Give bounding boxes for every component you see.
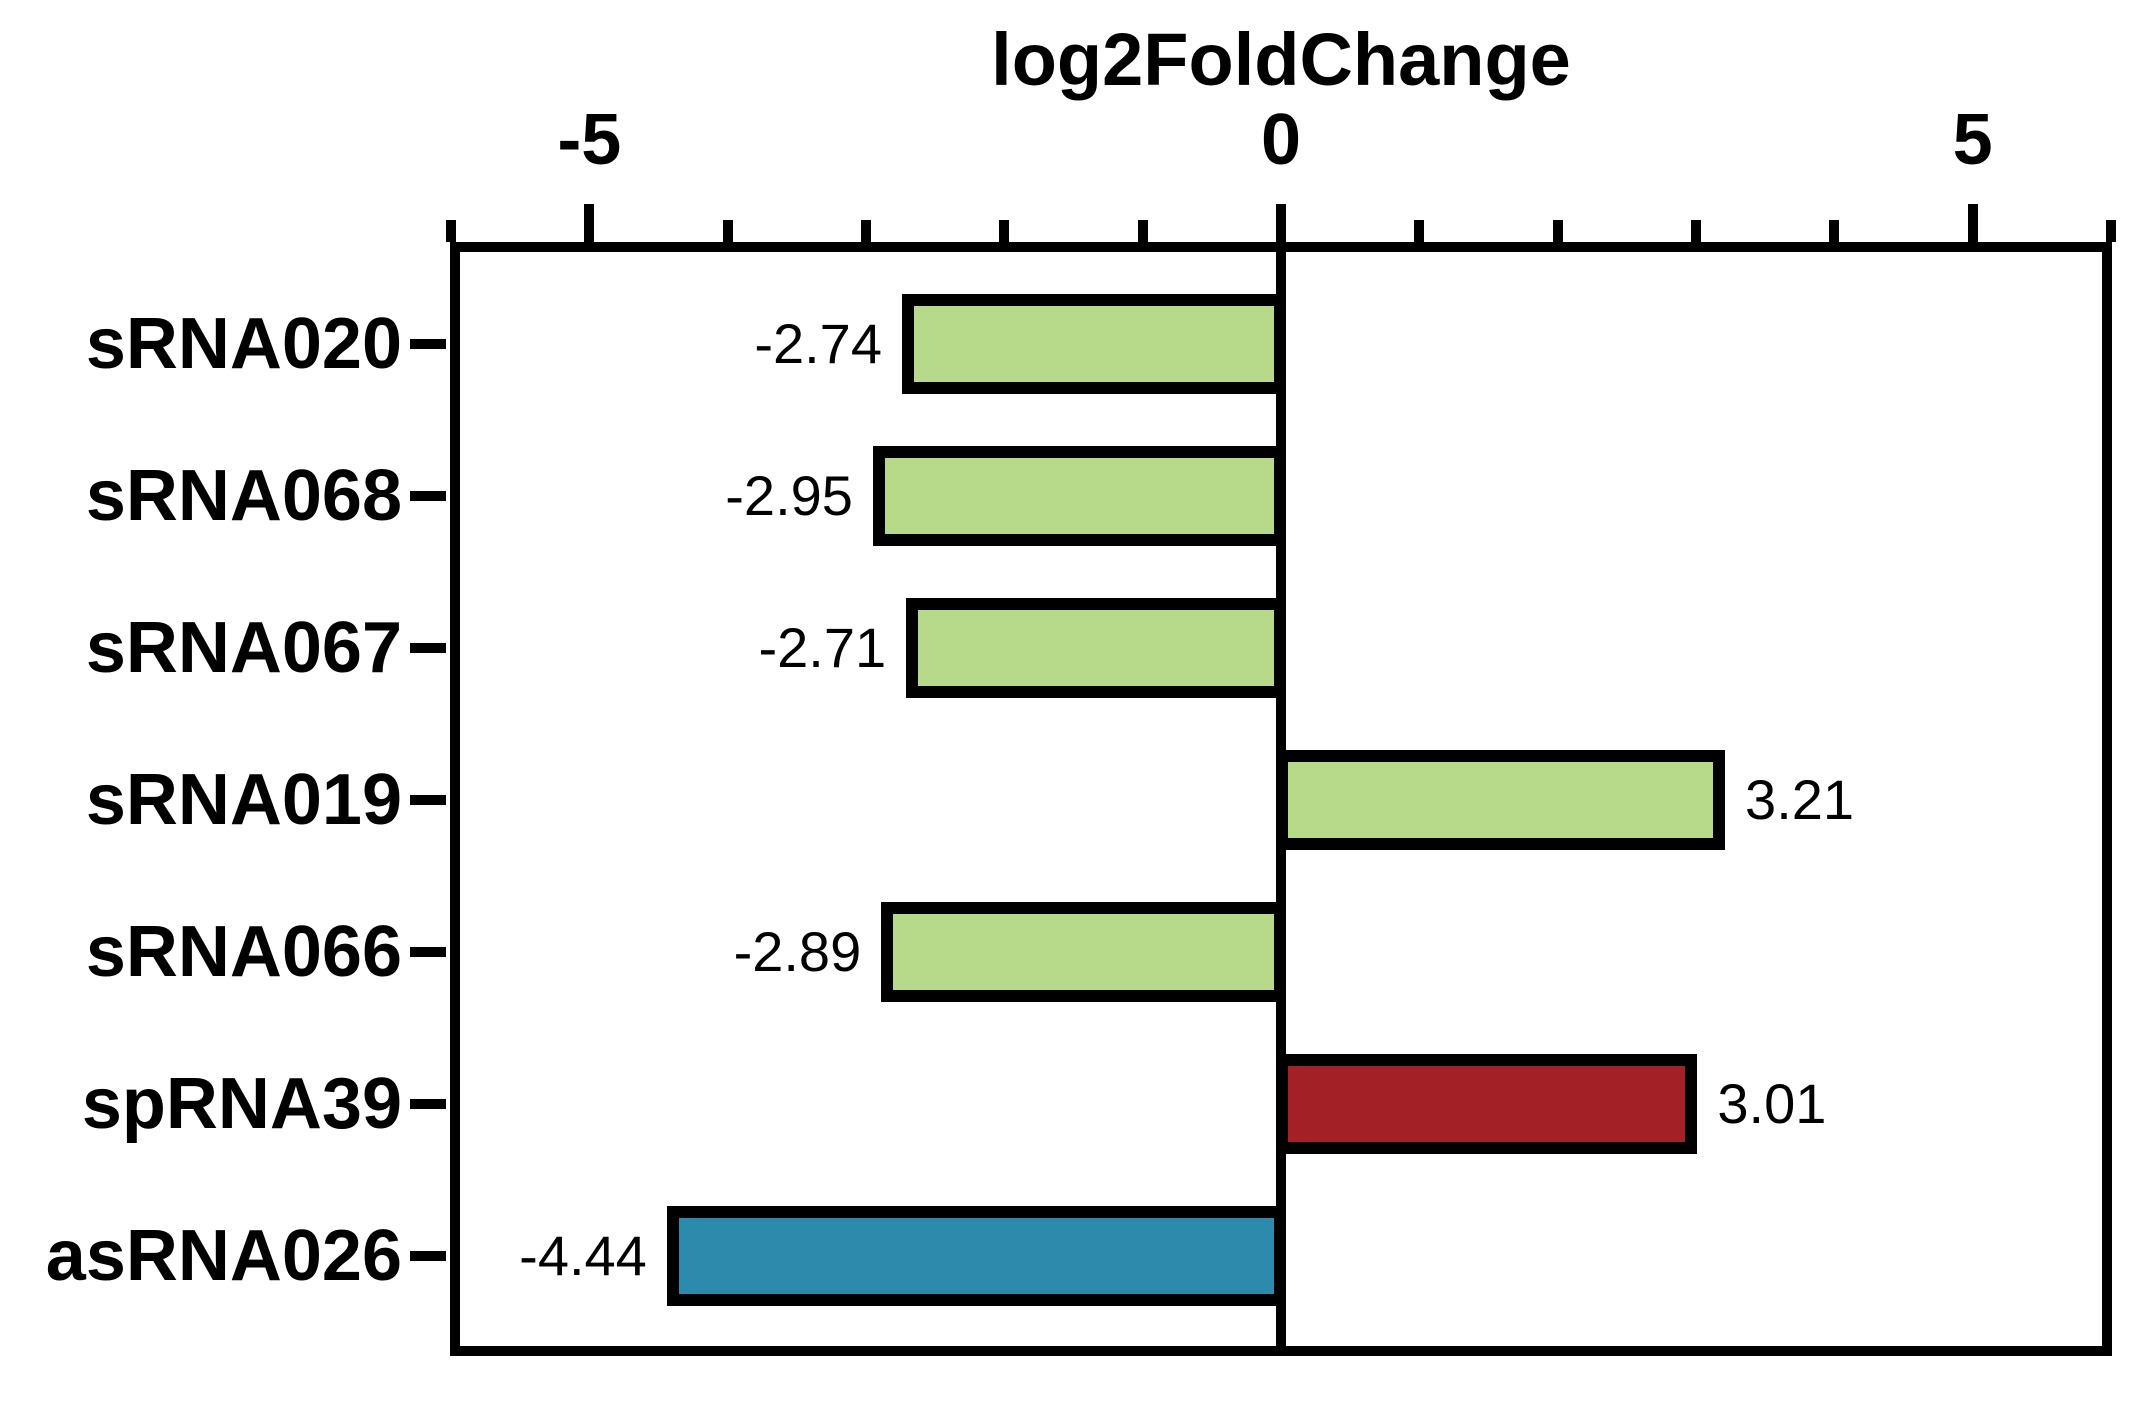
category-label-spRNA39: spRNA39: [81, 1064, 402, 1144]
category-tick: [410, 339, 446, 349]
category-label-sRNA067: sRNA067: [85, 608, 402, 688]
bar-sRNA019: [1276, 750, 1726, 850]
category-label-sRNA020: sRNA020: [85, 304, 402, 384]
category-tick: [410, 643, 446, 653]
value-label-sRNA066: -2.89: [733, 920, 862, 983]
x-axis-minor-tick: [999, 220, 1010, 242]
value-label-sRNA020: -2.74: [754, 312, 882, 375]
value-label-spRNA39: 3.01: [1717, 1072, 1827, 1135]
bar-sRNA067: [906, 598, 1286, 698]
x-axis-minor-tick: [1552, 220, 1563, 242]
chart-title: log2FoldChange: [991, 18, 1571, 101]
x-axis-minor-tick: [861, 220, 871, 242]
bar-spRNA39: [1276, 1054, 1698, 1154]
category-tick: [410, 1251, 446, 1261]
bar-sRNA068: [872, 446, 1286, 546]
value-label-sRNA019: 3.21: [1745, 768, 1855, 831]
value-label-sRNA067: -2.71: [758, 616, 887, 679]
bar-sRNA020: [901, 294, 1286, 394]
x-axis-minor-tick: [1691, 220, 1701, 242]
x-axis-tick-label: 5: [1952, 100, 1993, 180]
x-axis-minor-tick: [446, 220, 456, 242]
x-axis-minor-tick: [1137, 220, 1148, 242]
category-tick: [410, 491, 446, 501]
category-label-sRNA068: sRNA068: [85, 456, 402, 536]
category-tick: [410, 1099, 446, 1109]
bar-asRNA026: [666, 1206, 1286, 1306]
category-tick: [410, 795, 446, 805]
x-axis-major-tick: [1967, 204, 1978, 242]
x-axis-tick-label: -5: [557, 100, 622, 180]
category-tick: [410, 947, 446, 957]
value-label-sRNA068: -2.95: [725, 464, 853, 527]
x-axis-minor-tick: [722, 220, 733, 242]
x-axis-minor-tick: [2106, 220, 2116, 242]
value-label-asRNA026: -4.44: [519, 1224, 647, 1287]
category-label-sRNA066: sRNA066: [85, 912, 402, 992]
x-axis-minor-tick: [1829, 220, 1840, 242]
category-label-sRNA019: sRNA019: [85, 760, 402, 840]
x-axis-major-tick: [584, 204, 595, 242]
x-axis-tick-label: 0: [1260, 100, 1302, 180]
category-label-asRNA026: asRNA026: [45, 1216, 402, 1296]
x-axis-minor-tick: [1414, 220, 1425, 242]
bar-sRNA066: [881, 902, 1286, 1002]
